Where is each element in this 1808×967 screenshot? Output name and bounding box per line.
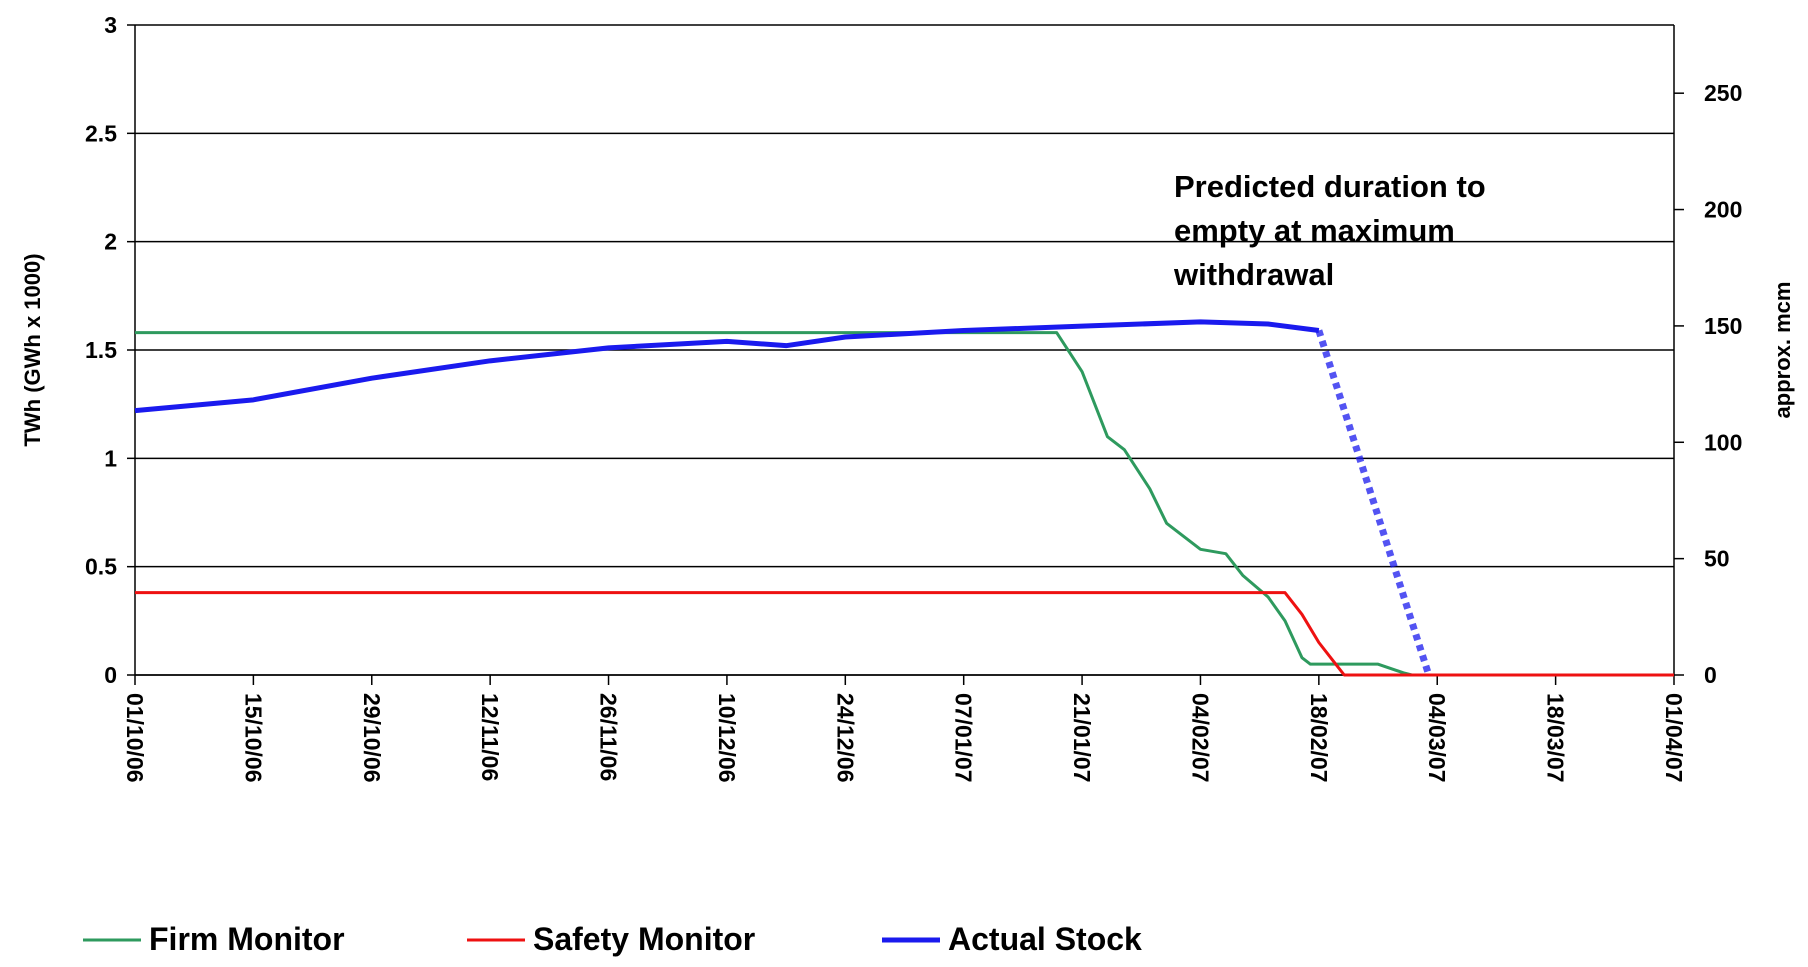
y-tick-label: 1 (104, 445, 117, 471)
x-tick-label: 18/02/07 (1306, 693, 1332, 783)
y2-tick-label: 200 (1704, 197, 1742, 223)
legend-label: Firm Monitor (149, 921, 345, 957)
y2-tick-label: 50 (1704, 546, 1730, 572)
legend-label: Actual Stock (948, 921, 1142, 957)
x-tick-label: 29/10/06 (359, 693, 385, 783)
projection-line (1315, 329, 1433, 677)
annotation: withdrawal (1173, 257, 1334, 292)
y2-tick-label: 150 (1704, 313, 1742, 339)
x-tick-label: 21/01/07 (1069, 693, 1095, 783)
series-line (135, 591, 1674, 677)
y2-axis-label: approx. mcm (1770, 282, 1795, 419)
y-tick-label: 1.5 (85, 337, 117, 363)
y2-tick-label: 100 (1704, 429, 1742, 455)
y-tick-label: 3 (104, 12, 117, 38)
y-axis-label: TWh (GWh x 1000) (20, 253, 45, 446)
x-tick-label: 15/10/06 (240, 693, 266, 783)
x-tick-label: 12/11/06 (477, 693, 503, 781)
x-tick-label: 24/12/06 (832, 693, 858, 783)
legend-label: Safety Monitor (533, 921, 755, 957)
y-tick-label: 2 (104, 229, 117, 255)
x-tick-label: 26/11/06 (596, 693, 622, 781)
y-tick-label: 0.5 (85, 554, 117, 580)
x-tick-label: 10/12/06 (714, 693, 740, 783)
annotation: Predicted duration to (1174, 169, 1486, 204)
y2-tick-label: 250 (1704, 80, 1742, 106)
y2-tick-label: 0 (1704, 662, 1717, 688)
x-tick-label: 01/04/07 (1661, 693, 1687, 783)
x-tick-label: 18/03/07 (1543, 693, 1569, 783)
annotation: empty at maximum (1174, 213, 1455, 248)
series-line (134, 319, 1320, 414)
y-tick-label: 2.5 (85, 120, 117, 146)
series-line (135, 331, 1674, 677)
x-tick-label: 04/03/07 (1424, 693, 1450, 783)
x-tick-label: 07/01/07 (951, 693, 977, 783)
x-tick-label: 01/10/06 (122, 693, 148, 783)
y-tick-label: 0 (104, 662, 117, 688)
x-tick-label: 04/02/07 (1187, 693, 1213, 783)
